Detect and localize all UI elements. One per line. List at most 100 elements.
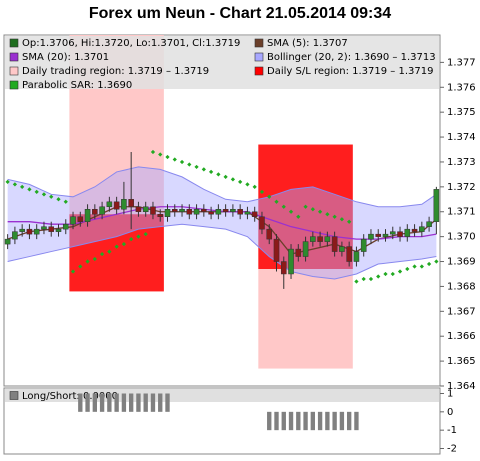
- sar-dot: [107, 249, 112, 254]
- candle-body: [397, 231, 403, 237]
- candle-body: [360, 238, 367, 252]
- y-tick-label: 1.376: [447, 82, 476, 93]
- sar-dot: [158, 152, 163, 157]
- candle-body: [26, 228, 33, 235]
- candle-body: [382, 233, 389, 237]
- region: [69, 214, 164, 292]
- y-tick-label: 1.370: [447, 232, 476, 243]
- bar: [339, 411, 345, 431]
- sar-dot: [136, 234, 141, 239]
- sar-dot: [332, 214, 337, 219]
- bar: [136, 393, 141, 412]
- candle-body: [70, 216, 76, 225]
- y-tick-label: 1.366: [447, 331, 476, 342]
- bar: [288, 411, 294, 431]
- legend-label: Daily S/L region: 1.3719 – 1.3719: [267, 66, 433, 77]
- candle-body: [142, 206, 149, 212]
- candle-body: [375, 233, 382, 237]
- candle-body: [106, 201, 113, 208]
- candle-body: [426, 221, 432, 227]
- y-tick-label: 1.371: [447, 207, 476, 218]
- bar: [303, 411, 308, 431]
- y-tick-label: 1.365: [447, 356, 476, 367]
- candle-body: [4, 238, 11, 245]
- candle-body: [222, 209, 229, 212]
- sar-dot: [129, 237, 134, 242]
- sar-dot: [165, 154, 170, 160]
- candle-body: [215, 209, 222, 215]
- candle-body: [201, 209, 207, 212]
- sar-dot: [347, 219, 352, 224]
- legend-swatch: [254, 38, 264, 48]
- candle-body: [389, 231, 396, 235]
- candle-body: [77, 216, 84, 222]
- candle-body: [244, 211, 251, 215]
- bar: [114, 393, 119, 412]
- sar-dot: [41, 192, 47, 197]
- sar-dot: [368, 276, 374, 282]
- sar-dot: [99, 251, 105, 257]
- legend-label: SMA (20): 1.3701: [22, 52, 109, 63]
- sar-dot: [281, 204, 286, 209]
- candle-body: [331, 236, 338, 252]
- sar-dot: [354, 279, 359, 284]
- candle-body: [317, 236, 323, 242]
- sar-dot: [201, 167, 206, 172]
- sar-dot: [252, 184, 257, 189]
- candle-body: [251, 211, 258, 217]
- sar-dot: [187, 162, 192, 167]
- sar-dot: [27, 187, 32, 192]
- candle-body: [33, 228, 40, 235]
- candle-body: [208, 211, 214, 215]
- sar-dot: [376, 274, 381, 279]
- candle-body: [186, 209, 193, 215]
- bar: [143, 393, 148, 412]
- candle-body: [404, 228, 411, 237]
- sar-dot: [267, 194, 272, 199]
- sar-dot: [179, 159, 185, 165]
- sar-dot: [56, 197, 61, 202]
- bar: [332, 411, 337, 431]
- candle-body: [171, 209, 178, 212]
- candle-body: [295, 248, 302, 257]
- candle-body: [19, 228, 25, 232]
- candle-body: [113, 201, 120, 210]
- sar-dot: [434, 259, 439, 264]
- candle-body: [411, 228, 418, 232]
- bar: [121, 393, 127, 412]
- sar-dot: [121, 241, 127, 247]
- sar-dot: [259, 189, 265, 194]
- chart-title: Forex um Neun - Chart 21.05.2014 09:34: [89, 5, 391, 22]
- y-tick-label: -1: [447, 425, 457, 436]
- sar-dot: [208, 169, 214, 175]
- candle-body: [419, 226, 425, 232]
- sar-dot: [245, 182, 250, 187]
- legend-swatch: [9, 38, 19, 48]
- legend-swatch: [9, 391, 19, 400]
- legend-swatch: [9, 66, 19, 76]
- candle-body: [41, 226, 47, 230]
- candle-body: [259, 216, 265, 230]
- bar: [107, 393, 112, 412]
- candle-body: [273, 238, 280, 262]
- legend-label: Daily trading region: 1.3719 – 1.3719: [22, 66, 209, 77]
- bollinger-lower: [7, 223, 437, 280]
- candle-body: [55, 228, 62, 232]
- sar-dot: [194, 164, 199, 170]
- candle-body: [237, 209, 243, 215]
- legend-label: SMA (5): 1.3707: [267, 38, 348, 49]
- sar-dot: [426, 261, 432, 267]
- bar: [310, 411, 316, 431]
- sar-dot: [296, 214, 301, 219]
- candle-body: [368, 233, 374, 240]
- sar-dot: [223, 174, 228, 180]
- legend-box: [5, 389, 439, 402]
- sar-dot: [34, 189, 39, 194]
- bar: [346, 411, 352, 431]
- bar: [325, 411, 330, 431]
- candle-body: [99, 206, 105, 215]
- bar: [99, 393, 105, 412]
- sar-dot: [274, 199, 279, 204]
- candle-body: [62, 223, 69, 230]
